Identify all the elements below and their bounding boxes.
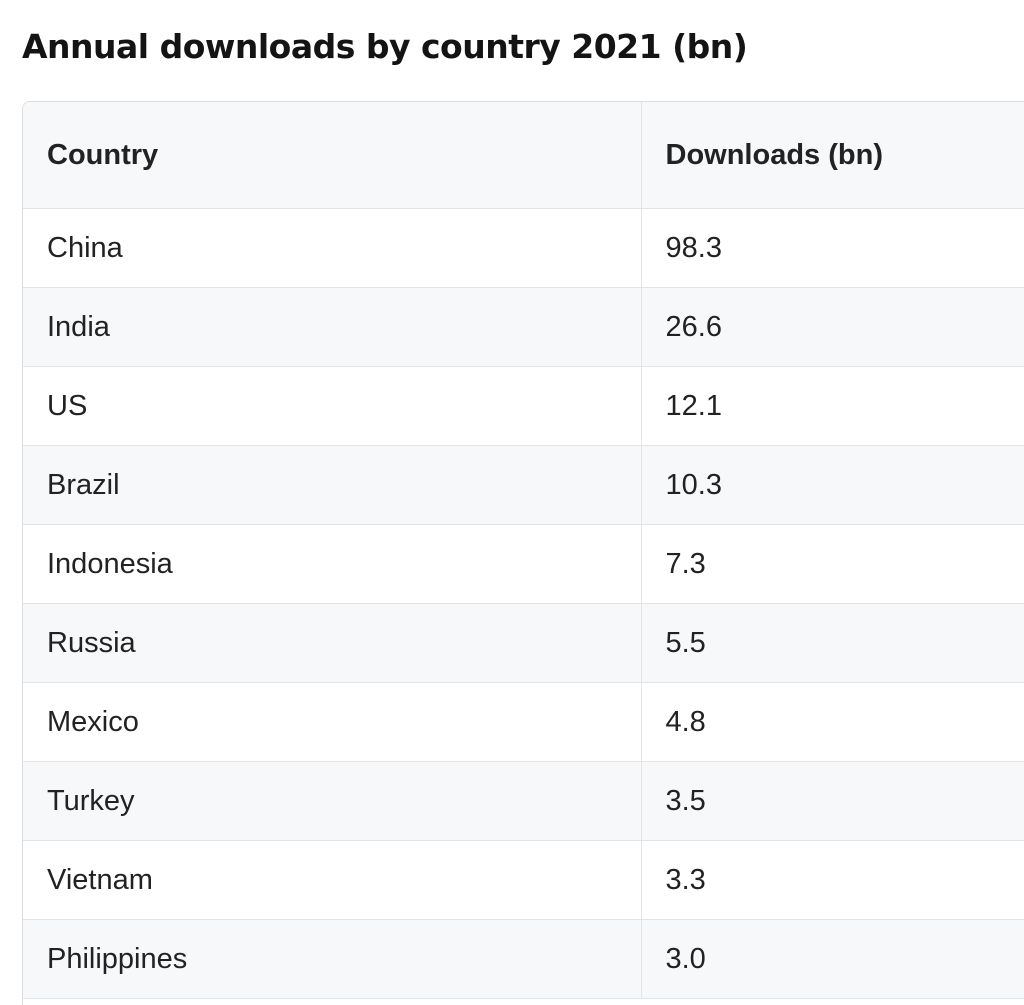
downloads-cell: 4.8 [641,682,1024,762]
country-cell: India [23,287,642,367]
downloads-cell: 3.0 [641,919,1024,999]
downloads-cell: 7.3 [641,524,1024,604]
downloads-cell: 12.1 [641,366,1024,446]
table-row: China 98.3 [23,208,1024,288]
downloads-cell: 98.3 [641,208,1024,288]
table-row: US 12.1 [23,366,1024,446]
table-header: Country Downloads (bn) [23,102,1024,209]
page-title: Annual downloads by country 2021 (bn) [22,27,748,66]
column-header-country[interactable]: Country [23,102,642,209]
table-row: Brazil 10.3 [23,445,1024,525]
column-header-downloads[interactable]: Downloads (bn) [641,102,1024,209]
table-row: Vietnam 3.3 [23,840,1024,920]
country-cell: Vietnam [23,840,642,920]
downloads-table: Country Downloads (bn) China 98.3 India … [23,102,1024,999]
country-cell: Turkey [23,761,642,841]
table-body: China 98.3 India 26.6 US 12.1 Brazil 10.… [23,208,1024,999]
downloads-cell: 26.6 [641,287,1024,367]
table-row: India 26.6 [23,287,1024,367]
country-cell: Philippines [23,919,642,999]
table-header-row: Country Downloads (bn) [23,102,1024,209]
country-cell: Indonesia [23,524,642,604]
country-cell: Mexico [23,682,642,762]
table-row: Turkey 3.5 [23,761,1024,841]
downloads-table-container: Country Downloads (bn) China 98.3 India … [22,101,1024,1005]
country-cell: Brazil [23,445,642,525]
downloads-cell: 5.5 [641,603,1024,683]
country-cell: Russia [23,603,642,683]
table-row: Indonesia 7.3 [23,524,1024,604]
downloads-cell: 3.5 [641,761,1024,841]
table-row: Russia 5.5 [23,603,1024,683]
downloads-cell: 3.3 [641,840,1024,920]
country-cell: China [23,208,642,288]
table-row: Philippines 3.0 [23,919,1024,999]
downloads-cell: 10.3 [641,445,1024,525]
country-cell: US [23,366,642,446]
table-row: Mexico 4.8 [23,682,1024,762]
